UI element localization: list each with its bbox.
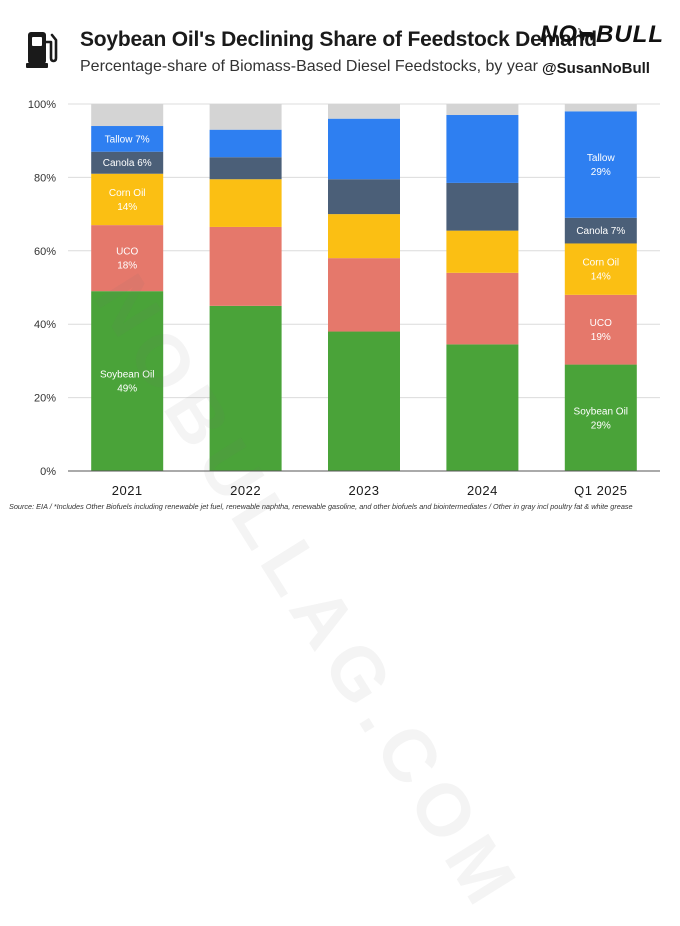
y-tick-label-60: 60% xyxy=(34,246,56,258)
bar-2023-tallow xyxy=(328,118,400,180)
bar-2021-canola xyxy=(91,151,164,174)
data-label-line: 19% xyxy=(591,332,611,343)
data-label-q1-2025-tallow: Tallow 29% xyxy=(587,153,616,178)
x-tick-label-2021: 2021 xyxy=(112,483,143,498)
y-tick-label-20: 20% xyxy=(34,393,56,405)
data-label-q1-2025-corn-oil: Corn Oil 14% xyxy=(582,258,619,283)
x-tick-label-q1-2025: Q1 2025 xyxy=(574,483,627,498)
bar-q1-2025-tallow xyxy=(564,111,637,218)
data-label-line: 49% xyxy=(117,384,137,395)
data-label-2021-soybean-oil: Soybean Oil 49% xyxy=(100,370,154,395)
bull-icon xyxy=(578,28,595,41)
bar-2021-other xyxy=(91,104,164,127)
data-label-line: 29% xyxy=(591,420,611,431)
bar-2022-canola xyxy=(209,157,282,180)
source-footnote: Source: EIA / *Includes Other Biofuels i… xyxy=(9,502,633,511)
bar-q1-2025-canola xyxy=(564,217,637,244)
y-tick-label-80: 80% xyxy=(34,172,56,184)
data-label-q1-2025-soybean-oil: Soybean Oil 29% xyxy=(574,406,628,431)
data-label-line: 18% xyxy=(117,261,137,272)
data-label-line: Soybean Oil xyxy=(100,370,154,381)
y-tick-label-100: 100% xyxy=(28,99,56,111)
bar-2024-other xyxy=(446,104,519,116)
bar-2023-soybean-oil xyxy=(328,331,400,471)
data-label-line: Canola 7% xyxy=(576,226,625,237)
data-label-line: UCO xyxy=(116,247,138,258)
fuel-pump-icon xyxy=(26,32,58,68)
bar-q1-2025-other xyxy=(564,104,637,112)
bar-2021-soybean-oil xyxy=(91,291,164,471)
y-tick-label-40: 40% xyxy=(34,319,56,331)
bar-q1-2025-soybean-oil xyxy=(564,364,637,471)
bar-2024-canola xyxy=(446,182,519,231)
bar-2022-tallow xyxy=(209,129,282,158)
data-label-line: Canola 6% xyxy=(103,158,152,169)
y-tick-label-0: 0% xyxy=(40,466,56,478)
data-label-2021-uco: UCO 18% xyxy=(116,247,138,272)
bar-2022-uco xyxy=(209,226,282,306)
data-label-q1-2025-uco: UCO 19% xyxy=(590,318,612,343)
data-label-q1-2025-canola: Canola 7% xyxy=(576,226,625,237)
bar-2022-corn-oil xyxy=(209,179,282,227)
data-label-line: Corn Oil xyxy=(109,188,146,199)
bar-2021-uco xyxy=(91,225,164,292)
bar-2023-corn-oil xyxy=(328,214,400,259)
bar-q1-2025-corn-oil xyxy=(564,243,637,295)
data-label-line: 14% xyxy=(591,272,611,283)
bar-2023-other xyxy=(328,104,400,119)
bar-2024-tallow xyxy=(446,115,519,183)
bar-2022-other xyxy=(209,104,282,130)
data-label-line: Tallow xyxy=(587,153,616,164)
brand-logo-right-text: BULL xyxy=(596,21,664,48)
bar-2024-soybean-oil xyxy=(446,344,519,471)
bar-2023-canola xyxy=(328,179,400,215)
bar-2023-uco xyxy=(328,258,400,332)
data-label-2021-corn-oil: Corn Oil 14% xyxy=(109,188,146,213)
chart-subtitle: Percentage-share of Biomass-Based Diesel… xyxy=(80,58,538,75)
bar-2024-uco xyxy=(446,272,519,345)
brand-logo-left-text: NO xyxy=(540,21,578,48)
stacked-bar-chart: 0% 20% 40% 60% 80% 100% 2021 2022 2023 2024 Q1 202… xyxy=(28,99,660,498)
brand-logo: NO BULL xyxy=(540,18,664,52)
bar-2021-tallow xyxy=(91,126,164,152)
data-label-line: 29% xyxy=(591,167,611,178)
data-label-line: Tallow 7% xyxy=(105,134,150,145)
data-label-line: 14% xyxy=(117,202,137,213)
data-label-line: Corn Oil xyxy=(582,258,619,269)
data-label-line: Soybean Oil xyxy=(574,406,628,417)
chart-title: Soybean Oil's Declining Share of Feedsto… xyxy=(80,28,597,51)
data-label-2021-tallow: Tallow 7% xyxy=(105,134,150,145)
bar-2021-corn-oil xyxy=(91,173,164,226)
bar-2024-corn-oil xyxy=(446,230,519,273)
bar-2022-soybean-oil xyxy=(209,305,282,471)
x-tick-label-2024: 2024 xyxy=(467,483,498,498)
x-tick-label-2022: 2022 xyxy=(230,483,261,498)
x-tick-label-2023: 2023 xyxy=(349,483,380,498)
author-handle: @SusanNoBull xyxy=(542,60,650,77)
data-label-line: UCO xyxy=(590,318,612,329)
chart-page: Soybean Oil's Declining Share of Feedsto… xyxy=(9,18,664,926)
data-label-2021-canola: Canola 6% xyxy=(103,158,152,169)
bar-q1-2025-uco xyxy=(564,294,637,365)
